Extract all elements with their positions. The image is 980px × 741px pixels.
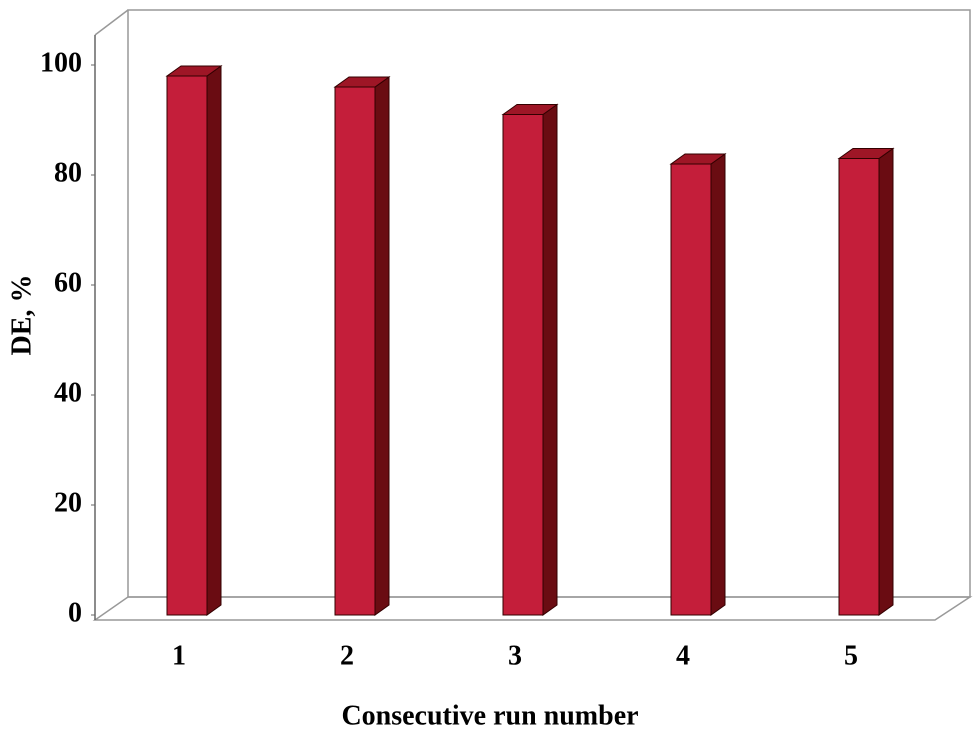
x-axis-label: Consecutive run number <box>341 700 638 731</box>
y-tick-label: 40 <box>54 377 82 408</box>
y-tick-label: 20 <box>54 487 82 518</box>
y-tick-label: 0 <box>68 597 82 628</box>
wall-edge <box>94 9 129 36</box>
x-tick-label: 1 <box>172 640 186 671</box>
bar <box>334 86 376 616</box>
x-tick-label: 3 <box>508 640 522 671</box>
y-tick-label: 80 <box>54 157 82 188</box>
y-tick-label: 60 <box>54 267 82 298</box>
floor <box>92 596 973 621</box>
bar-side <box>878 147 894 616</box>
bar-side <box>542 103 558 616</box>
x-tick-label: 5 <box>844 640 858 671</box>
bar-side <box>206 65 222 616</box>
bar <box>502 114 544 616</box>
x-tick-label: 4 <box>676 640 690 671</box>
bar-side <box>710 153 726 616</box>
bar <box>670 163 712 616</box>
y-axis-label: DE, % <box>6 275 37 356</box>
bar-side <box>374 76 390 616</box>
y-tick-label: 100 <box>40 47 82 78</box>
bar <box>166 75 208 616</box>
x-tick-label: 2 <box>340 640 354 671</box>
bar <box>838 158 880 616</box>
